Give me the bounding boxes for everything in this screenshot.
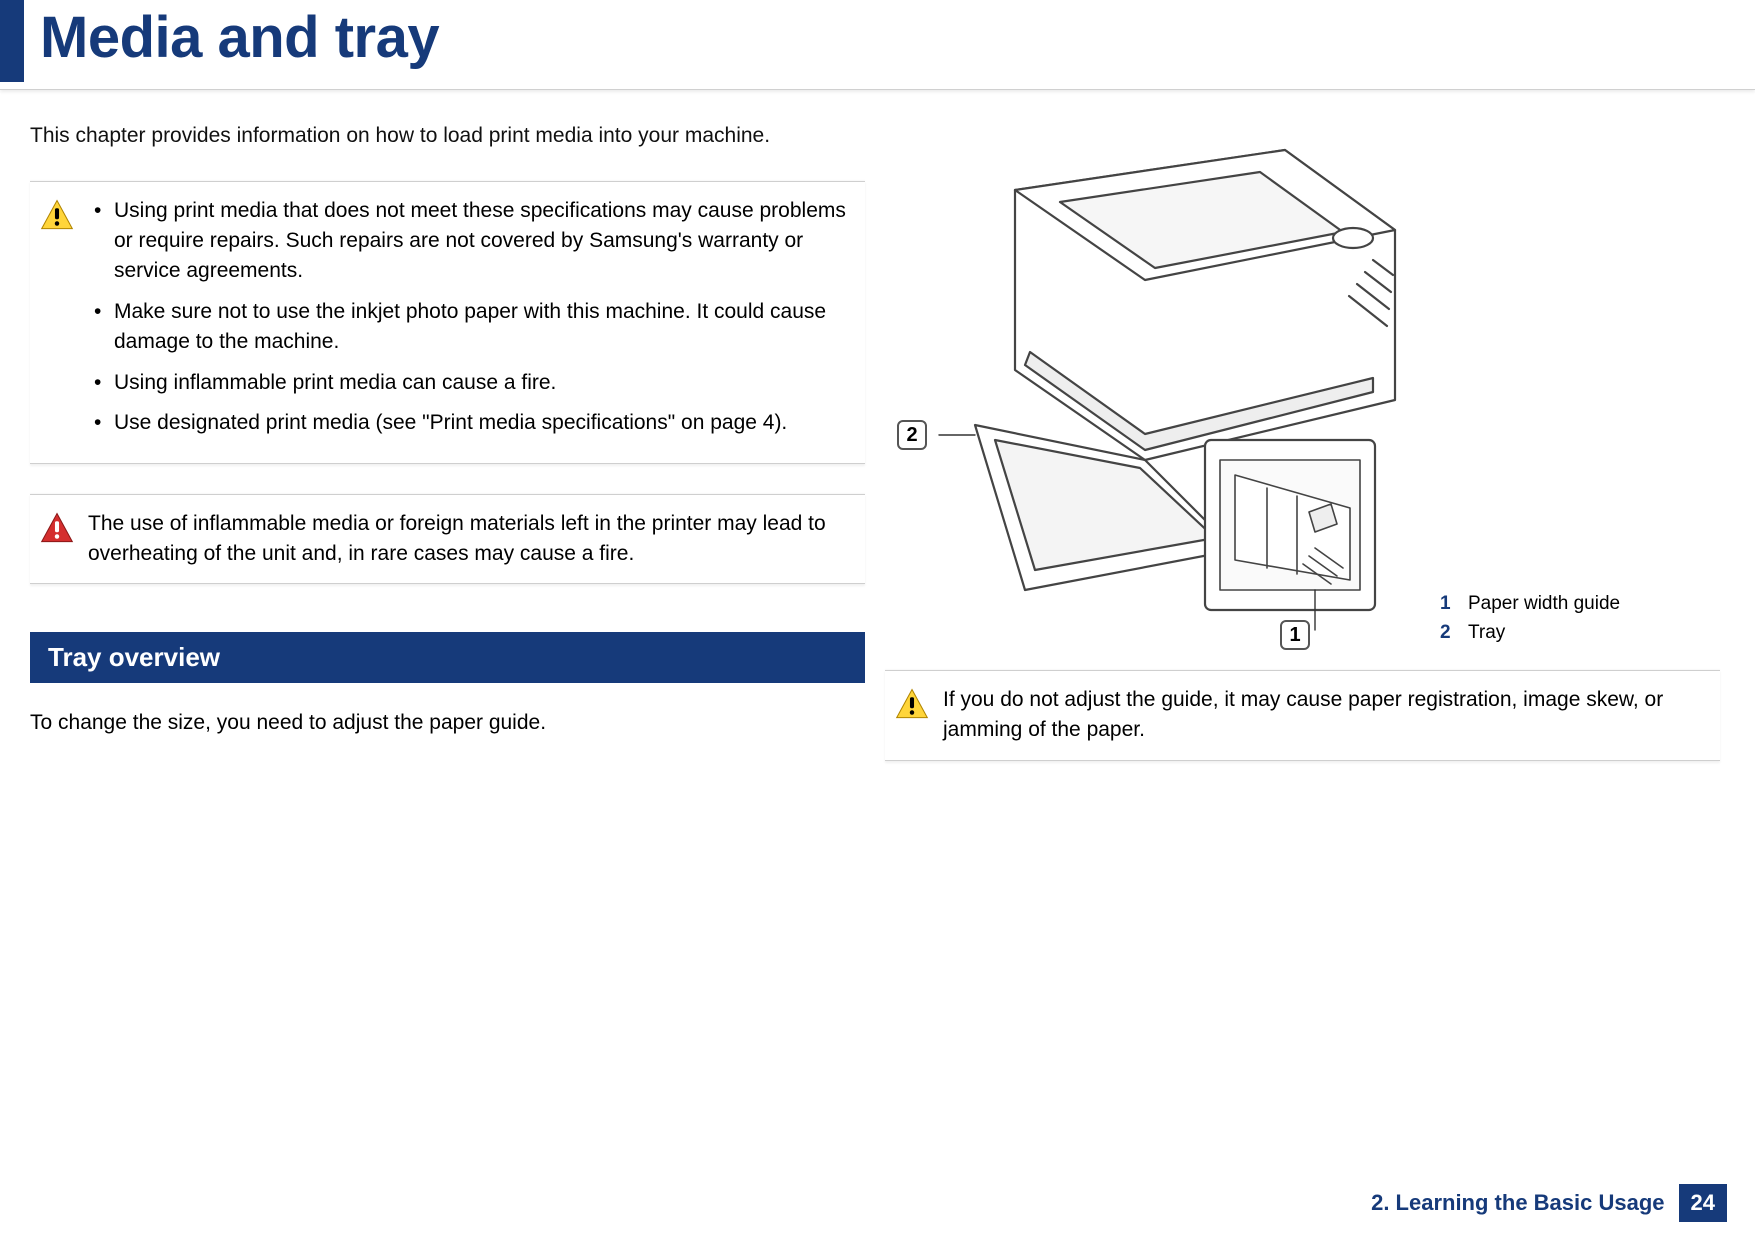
legend-label: Paper width guide [1468, 590, 1620, 619]
legend-num: 1 [1440, 590, 1456, 619]
warning-body: The use of inflammable media or foreign … [88, 509, 855, 570]
page-header: Media and tray [0, 0, 1755, 90]
footer-page-number: 24 [1679, 1184, 1727, 1222]
printer-illustration [905, 120, 1425, 650]
page-footer: 2. Learning the Basic Usage 24 [1371, 1184, 1727, 1222]
caution-callout: Using print media that does not meet the… [30, 181, 865, 464]
legend-row: 2 Tray [1440, 619, 1620, 648]
right-column: 2 1 1 Paper width guide 2 Tray [885, 120, 1720, 791]
legend-row: 1 Paper width guide [1440, 590, 1620, 619]
legend-num: 2 [1440, 619, 1456, 648]
section-body-text: To change the size, you need to adjust t… [30, 707, 865, 739]
content-columns: This chapter provides information on how… [0, 90, 1755, 791]
caution-item: Make sure not to use the inkjet photo pa… [88, 297, 855, 358]
printer-figure: 2 1 1 Paper width guide 2 Tray [885, 120, 1720, 650]
page-title: Media and tray [40, 4, 439, 71]
section-title-bar: Tray overview [30, 632, 865, 683]
caution-list: Using print media that does not meet the… [88, 196, 855, 439]
figure-label-2: 2 [897, 420, 927, 450]
caution-item: Using inflammable print media can cause … [88, 368, 855, 398]
header-accent-tab [0, 0, 24, 82]
legend-label: Tray [1468, 619, 1505, 648]
caution-body-right: If you do not adjust the guide, it may c… [943, 685, 1710, 746]
warning-icon [40, 511, 74, 545]
caution-item: Use designated print media (see "Print m… [88, 408, 855, 438]
caution-icon [40, 198, 74, 232]
caution-body: Using print media that does not meet the… [88, 196, 855, 449]
intro-text: This chapter provides information on how… [30, 120, 865, 153]
caution-icon [895, 687, 929, 721]
caution-callout-right: If you do not adjust the guide, it may c… [885, 670, 1720, 761]
footer-chapter: 2. Learning the Basic Usage [1371, 1190, 1664, 1216]
figure-label-1: 1 [1280, 620, 1310, 650]
warning-callout: The use of inflammable media or foreign … [30, 494, 865, 585]
figure-legend: 1 Paper width guide 2 Tray [1440, 590, 1620, 647]
left-column: This chapter provides information on how… [30, 120, 865, 791]
caution-item: Using print media that does not meet the… [88, 196, 855, 287]
